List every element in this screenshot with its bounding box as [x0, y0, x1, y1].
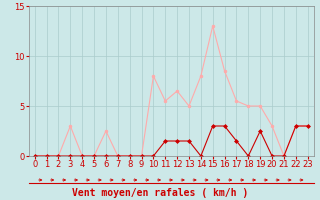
Text: Vent moyen/en rafales ( km/h ): Vent moyen/en rafales ( km/h ) [72, 188, 248, 198]
